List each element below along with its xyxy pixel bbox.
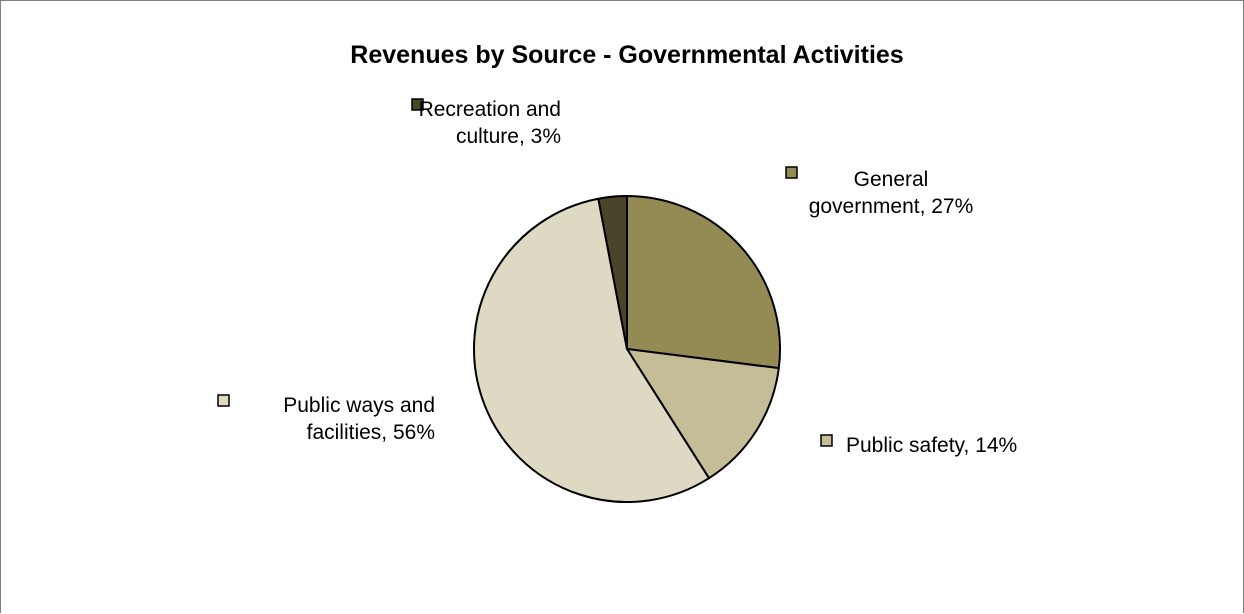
legend-key-public-safety xyxy=(820,434,833,447)
data-label-recreation-and-culture: culture, 3% xyxy=(456,125,561,148)
chart-title: Revenues by Source - Governmental Activi… xyxy=(350,41,903,69)
legend-key-recreation-and-culture xyxy=(411,98,424,111)
pie-slice-public-ways-and-facilities xyxy=(473,197,710,503)
data-label-recreation-and-culture: Recreation and xyxy=(419,98,561,121)
data-label-public-ways-and-facilities: facilities, 56% xyxy=(307,421,435,444)
pie-slice-recreation-and-culture xyxy=(597,195,628,350)
data-label-general-government: General xyxy=(854,168,929,191)
data-label-public-safety: Public safety, 14% xyxy=(846,434,1017,457)
data-label-general-government: government, 27% xyxy=(809,195,974,218)
legend-key-general-government xyxy=(785,166,798,179)
data-labels: General government, 27% Public safety, 14%… xyxy=(217,98,1017,457)
legend-key-public-ways-and-facilities xyxy=(217,394,230,407)
pie-slice-general-government xyxy=(626,195,781,370)
data-label-public-ways-and-facilities: Public ways and xyxy=(283,394,435,417)
pie-slice-public-safety xyxy=(626,348,780,480)
pie-slices xyxy=(473,195,781,503)
